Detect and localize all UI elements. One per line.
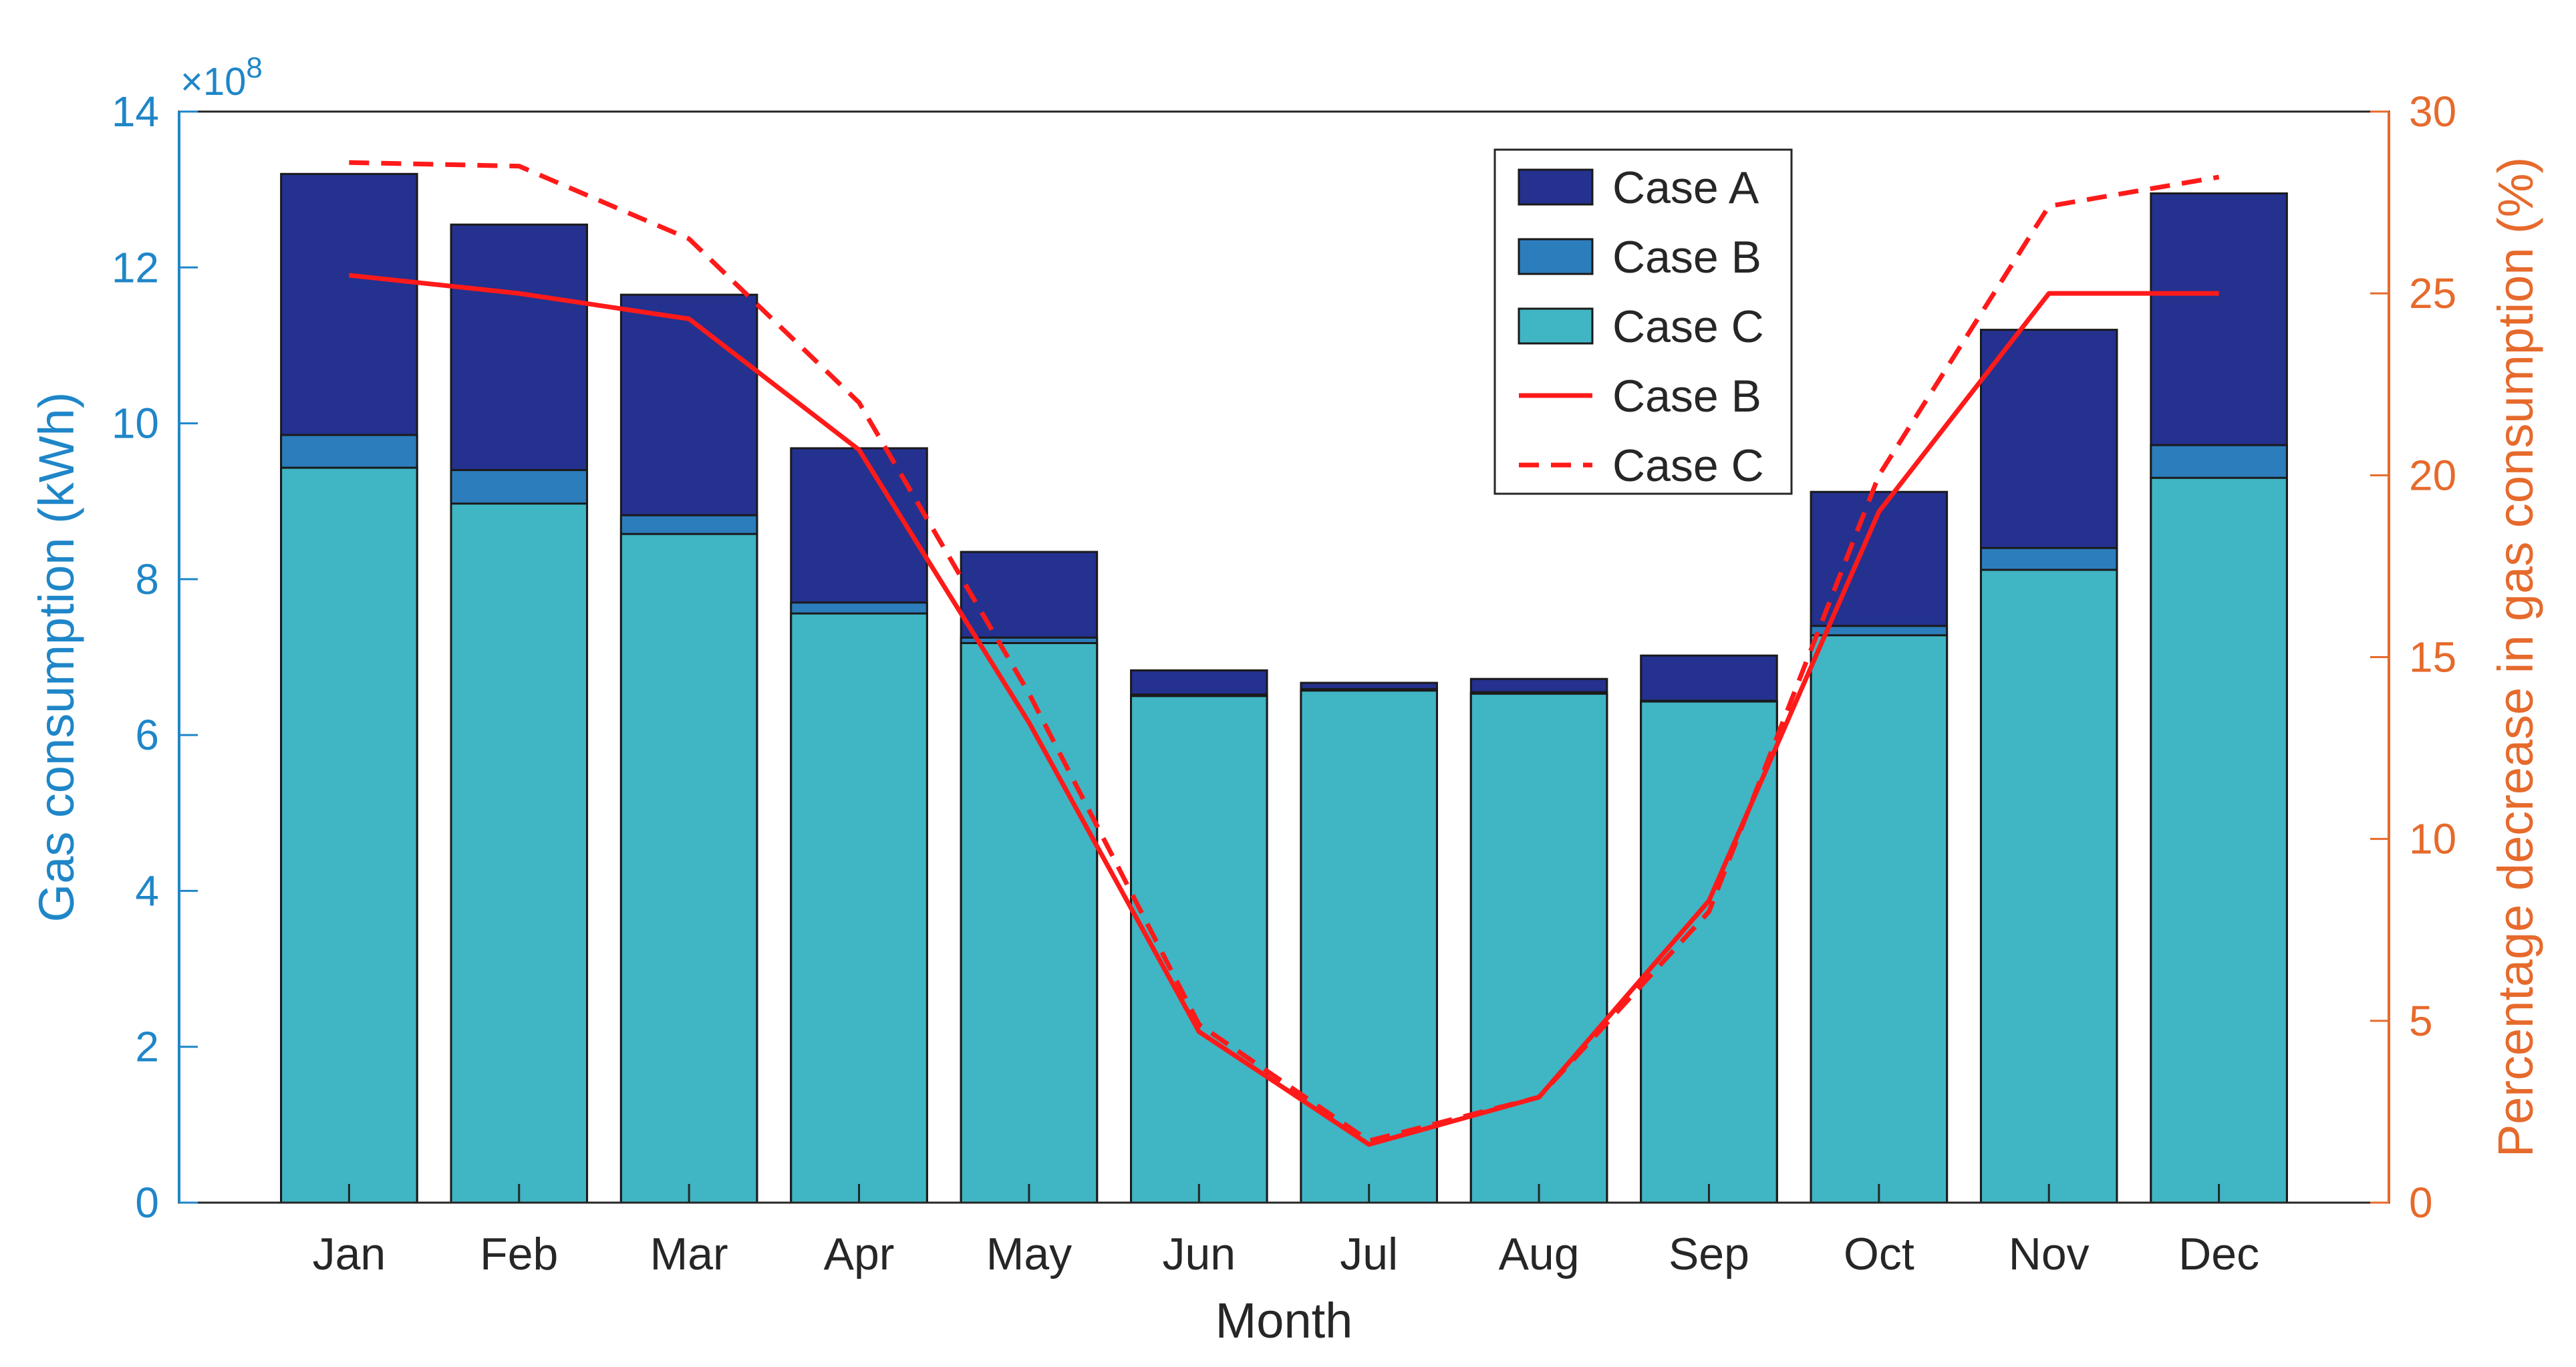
bar-case-c-sep — [1640, 700, 1778, 1204]
bar-case-c-nov — [1979, 569, 2118, 1204]
x-tick-label-may: May — [986, 1229, 1072, 1279]
y-tick-label-6: 6 — [135, 711, 159, 759]
x-tick-label-dec: Dec — [2178, 1229, 2259, 1279]
x-tick-label-apr: Apr — [824, 1229, 895, 1279]
x-tick-label-mar: Mar — [650, 1229, 728, 1279]
y-axis-label: Gas consumption (kWh) — [29, 392, 84, 923]
bar-case-c-dec — [2150, 476, 2288, 1204]
line-case-c-dashed — [349, 160, 2220, 1143]
y-right-tick-label-30: 30 — [2409, 88, 2456, 136]
bar-case-c-may — [960, 642, 1099, 1204]
legend-label-case-c-bar: Case C — [1612, 301, 1764, 352]
y-tick-label-2: 2 — [135, 1023, 159, 1071]
y-exponent-power: 8 — [246, 51, 262, 84]
y-right-tick-label-5: 5 — [2409, 997, 2433, 1045]
y-exponent-label: ×108 — [180, 51, 263, 104]
bar-case-c-jul — [1300, 690, 1438, 1204]
line-case-b-solid — [349, 273, 2219, 1147]
y-right-tick-label-25: 25 — [2409, 269, 2456, 317]
legend-swatch-case-b-bar — [1518, 238, 1594, 275]
x-tick-label-oct: Oct — [1844, 1229, 1914, 1279]
bar-case-c-apr — [790, 612, 928, 1204]
x-tick-label-jul: Jul — [1340, 1229, 1398, 1279]
x-tick-label-jun: Jun — [1162, 1229, 1236, 1279]
y-tick-label-14: 14 — [112, 88, 159, 136]
legend-label-case-a-bar: Case A — [1612, 162, 1759, 213]
x-tick-label-feb: Feb — [480, 1229, 558, 1279]
y-tick-label-4: 4 — [135, 867, 159, 915]
y-right-tick-label-20: 20 — [2409, 451, 2456, 499]
legend-label-case-c-dashed: Case C — [1612, 440, 1764, 491]
x-tick-label-aug: Aug — [1499, 1229, 1580, 1279]
y-axis-right-label: Percentage decrease in gas consumption (… — [2488, 157, 2543, 1157]
lines-layer — [349, 160, 2220, 1147]
y-tick-label-8: 8 — [135, 555, 159, 603]
axes-layer: 0 2 4 6 8 10 12 14 0 5 10 15 20 25 30 Jan Feb Mar Apr May Ju… — [112, 88, 2456, 1279]
bars-layer — [280, 172, 2288, 1204]
y-tick-label-10: 10 — [112, 400, 159, 448]
x-axis-label: Month — [1215, 1293, 1353, 1348]
legend: Case A Case B Case C Case B Case C — [1493, 148, 1793, 495]
x-tick-label-sep: Sep — [1669, 1229, 1749, 1279]
y-tick-label-0: 0 — [135, 1179, 159, 1227]
bar-case-c-feb — [450, 502, 589, 1204]
bar-case-c-mar — [619, 533, 758, 1204]
y-exponent-base: ×10 — [180, 60, 246, 104]
y-right-tick-label-15: 15 — [2409, 633, 2456, 681]
y-right-tick-label-0: 0 — [2409, 1179, 2433, 1227]
legend-swatch-case-a-bar — [1518, 168, 1594, 206]
legend-swatch-case-c-bar — [1518, 307, 1594, 345]
bar-case-c-aug — [1469, 692, 1608, 1204]
legend-label-case-b-bar: Case B — [1612, 232, 1761, 283]
bar-case-c-jan — [280, 466, 418, 1204]
bar-case-c-oct — [1810, 634, 1949, 1204]
y-tick-label-12: 12 — [112, 243, 159, 291]
x-tick-label-nov: Nov — [2009, 1229, 2090, 1279]
y-right-tick-label-10: 10 — [2409, 815, 2456, 863]
legend-label-case-b-solid: Case B — [1612, 371, 1761, 422]
x-tick-label-jan: Jan — [313, 1229, 386, 1279]
